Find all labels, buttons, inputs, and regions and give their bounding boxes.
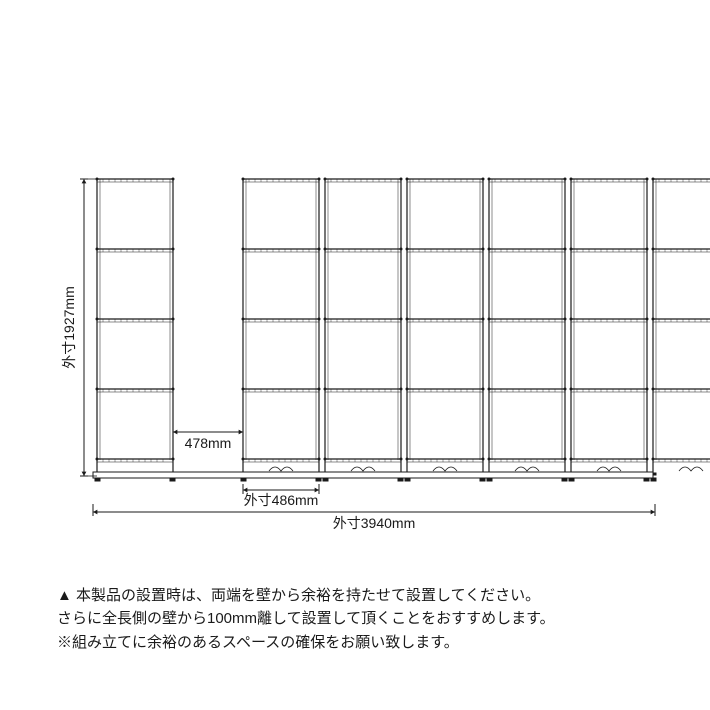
note-line-3: ※組み立てに余裕のあるスペースの確保をお願い致します。 [57,631,660,654]
installation-note: ▲ 本製品の設置時は、両端を壁から余裕を持たせて設置してください。 さらに全長側… [57,584,660,654]
svg-text:478mm: 478mm [185,435,232,451]
svg-text:外寸1927mm: 外寸1927mm [61,286,77,368]
svg-text:外寸3940mm: 外寸3940mm [333,515,415,531]
svg-text:外寸486mm: 外寸486mm [244,492,319,508]
note-line-1: ▲ 本製品の設置時は、両端を壁から余裕を持たせて設置してください。 [57,584,660,607]
note-line-2: さらに全長側の壁から100mm離して設置して頂くことをおすすめします。 [57,607,660,630]
